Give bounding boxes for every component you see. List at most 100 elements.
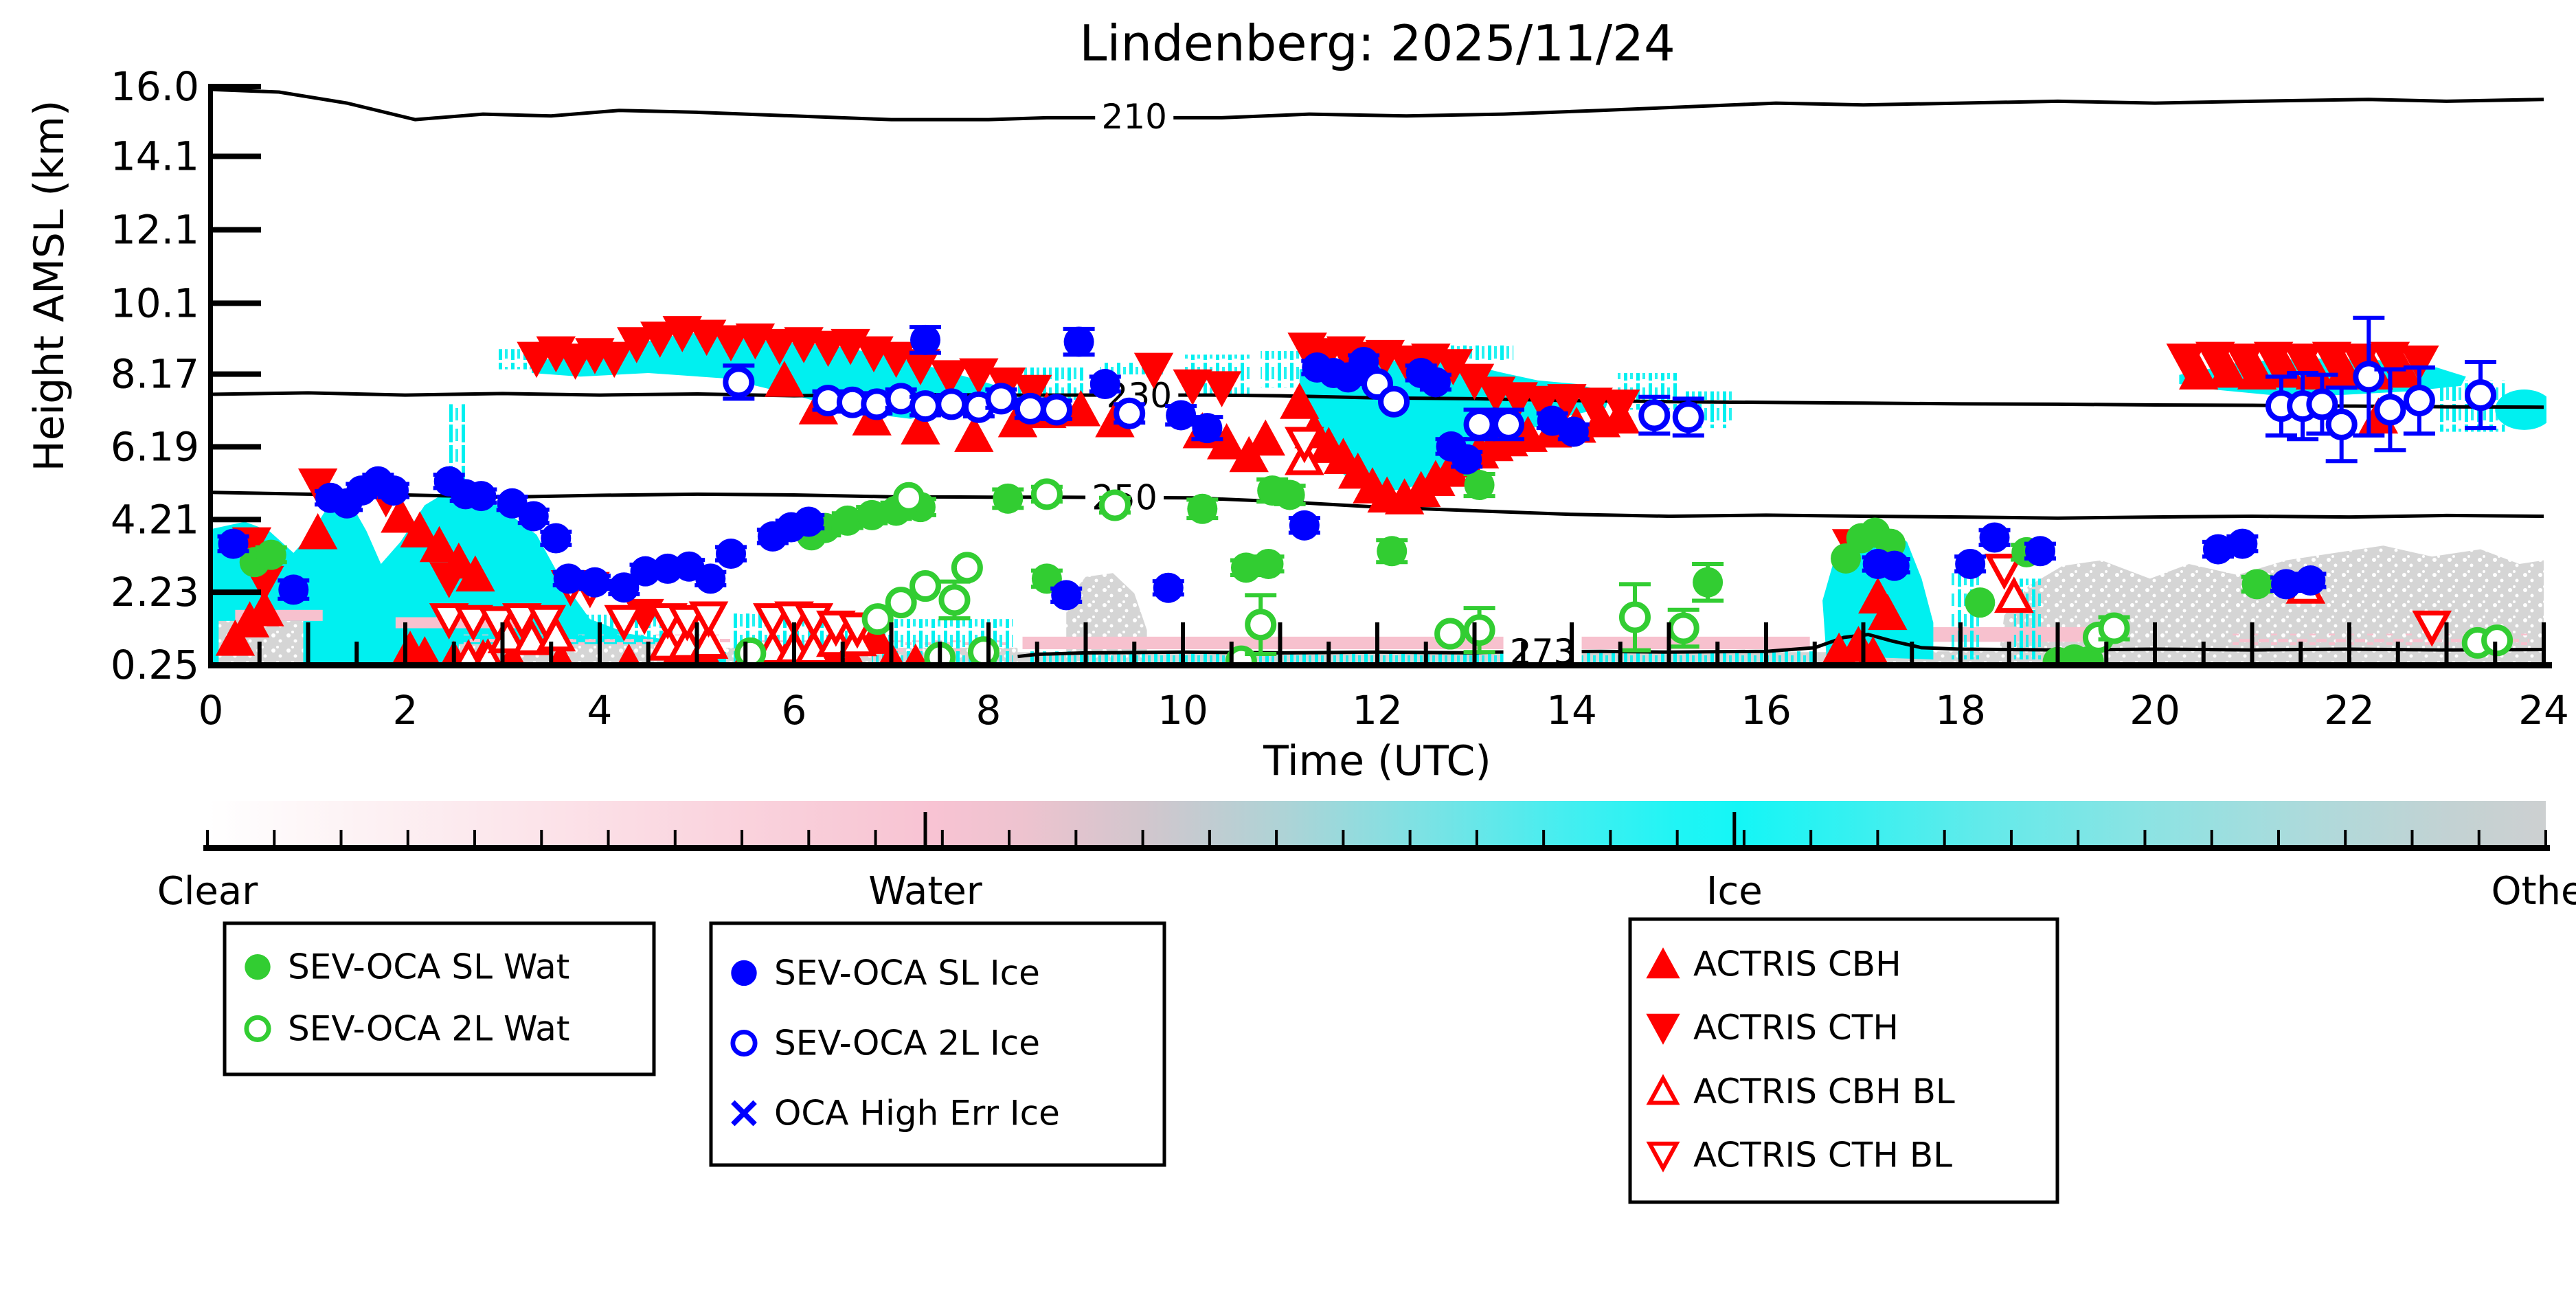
legend-frame (223, 921, 656, 1076)
marker-tri-up-open (473, 638, 503, 665)
marker-circle-open (2465, 379, 2497, 411)
colorbar-minor-tick (473, 830, 477, 846)
x-major-tick (694, 622, 699, 662)
chart-svg: Lindenberg: 2025/11/24 210230250273 0246… (27, 14, 2576, 1204)
x-minor-tick (840, 642, 845, 662)
y-tick-label: 4.21 (111, 496, 199, 543)
marker-circle-filled (832, 505, 863, 536)
colorbar-label-clear: Clear (157, 869, 258, 914)
colorbar-minor-tick (540, 830, 543, 846)
y-major-tick (213, 517, 261, 523)
x-minor-tick (2007, 642, 2011, 662)
y-major-tick (213, 84, 261, 89)
y-major-tick (213, 300, 261, 306)
marker-tri-down-filled (929, 360, 970, 396)
colorbar-minor-tick (1876, 830, 1879, 846)
marker-circle-filled (1089, 369, 1120, 400)
series-sev-oca-2l-ice (723, 315, 2497, 464)
marker-tri-down-filled (1133, 352, 1174, 389)
marker-tri-down-filled (1522, 385, 1563, 422)
marker-circle-filled (1153, 572, 1184, 603)
x-minor-tick (1910, 642, 1914, 662)
colorbar-label-other: Other (2491, 869, 2576, 914)
marker-tri-up-filled (297, 513, 338, 550)
y-major-tick (213, 371, 261, 377)
legend-frame (709, 921, 1166, 1167)
x-minor-tick (2201, 642, 2206, 662)
marker-circle-filled (1451, 444, 1482, 475)
y-tick-label: 14.1 (111, 133, 199, 180)
x-minor-tick (2298, 642, 2303, 662)
marker-tri-down-filled (594, 341, 634, 379)
marker-circle-open (1618, 601, 1651, 633)
marker-circle-filled (2025, 536, 2056, 567)
x-major-tick (2250, 622, 2255, 662)
marker-tri-down-open (2412, 610, 2452, 647)
x-tick-label: 8 (976, 687, 1002, 734)
marker-circle-filled (793, 506, 824, 537)
marker-circle-filled (1879, 550, 1910, 581)
x-tick-label: 10 (1157, 687, 1208, 734)
marker-tri-down-open (604, 605, 644, 642)
marker-circle-open (861, 603, 894, 635)
marker-tri-down-open (1646, 1141, 1680, 1173)
marker-tri-down-filled (640, 321, 680, 358)
y-major-tick (213, 227, 261, 233)
legend-entry-label: SEV-OCA SL Ice (774, 953, 1040, 993)
marker-tri-down-filled (1573, 387, 1613, 424)
x-major-tick (1764, 622, 1768, 662)
colorbar-minor-tick (1074, 830, 1078, 846)
marker-circle-filled (1187, 493, 1218, 524)
marker-tri-down-open (526, 605, 567, 642)
marker-circle-filled (278, 574, 309, 605)
marker-circle-filled (2202, 534, 2233, 565)
marker-circle-filled (1192, 413, 1223, 444)
colorbar-minor-tick (1141, 830, 1144, 846)
x-minor-tick (549, 642, 554, 662)
legend-entry-label: SEV-OCA 2L Ice (774, 1023, 1040, 1063)
y-axis-spine (208, 84, 213, 668)
marker-tri-down-open (688, 601, 729, 638)
x-minor-tick (646, 642, 651, 662)
colorbar-minor-tick (874, 830, 877, 846)
x-axis-label: Time (UTC) (1263, 737, 1491, 785)
marker-circle-filled (379, 475, 409, 506)
series-sev-oca-sl-wat (239, 470, 2273, 665)
marker-circle-filled (1955, 548, 1986, 579)
colorbar-minor-tick (1342, 830, 1345, 846)
marker-tri-up-open (454, 639, 483, 665)
y-tick-label: 16.0 (111, 63, 199, 110)
x-major-tick (209, 622, 213, 662)
x-tick-label: 2 (393, 687, 418, 734)
marker-circle-filled (1253, 548, 1284, 579)
legend-entry-label: ACTRIS CTH (1693, 1008, 1899, 1048)
colorbar-minor-tick (2344, 830, 2347, 846)
x-major-tick (1570, 622, 1574, 662)
colorbar-minor-tick (940, 830, 944, 846)
colorbar: Clear Water Ice Other (157, 801, 2576, 914)
marker-circle-open (951, 552, 983, 584)
marker-circle-open (1434, 618, 1467, 650)
marker-circle-open (1041, 394, 1073, 426)
field-region-ice_sparse (1261, 350, 1300, 388)
legend-box-3: ACTRIS CBH ACTRIS CTH ACTRIS CBH BL ACTRIS … (1628, 917, 2059, 1204)
y-major-tick (213, 153, 261, 159)
x-major-tick (403, 622, 407, 662)
marker-tri-down-open (429, 603, 469, 640)
y-tick-label: 6.19 (111, 423, 199, 470)
colorbar-minor-tick (1208, 830, 1211, 846)
x-tick-label: 24 (2518, 687, 2569, 734)
marker-tri-down-filled (1173, 369, 1212, 406)
series-actris-cbh-bl (454, 438, 2326, 665)
x-tick-label: 16 (1741, 687, 1792, 734)
x-minor-tick (743, 642, 748, 662)
y-tick-label: 2.23 (111, 569, 199, 616)
marker-circle-filled (1063, 326, 1094, 357)
marker-tri-down-filled (617, 327, 657, 363)
marker-circle-filled (1979, 522, 2010, 553)
marker-circle-open (1098, 489, 1131, 521)
legend-entry-label: SEV-OCA 2L Wat (288, 1008, 569, 1048)
marker-tri-up-open (688, 622, 729, 659)
marker-circle-filled (1965, 587, 1996, 618)
x-minor-tick (1132, 642, 1137, 662)
